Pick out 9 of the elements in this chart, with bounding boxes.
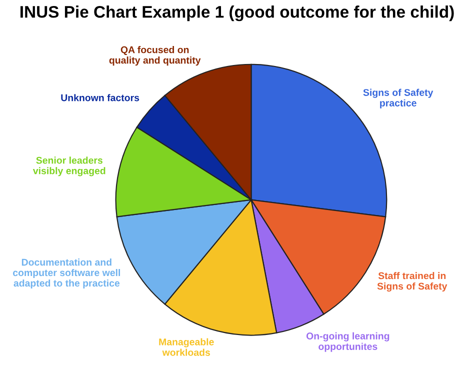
- chart-title: INUS Pie Chart Example 1 (good outcome for the child): [20, 6, 454, 22]
- slice-label: QA focused on quality and quantity: [109, 46, 201, 66]
- slice-label: Senior leaders visibly engaged: [32, 156, 106, 176]
- slice-label: Unknown factors: [61, 94, 140, 102]
- slice-label: On-going learning opportunites: [306, 332, 390, 352]
- slice-label: Documentation and computer software well adapted to the practice: [13, 258, 120, 289]
- slice-label: Signs of Safety practice: [363, 88, 434, 108]
- slice-label: Manageable workloads: [159, 338, 214, 356]
- slice-label: Staff trained in Signs of Safety: [377, 272, 448, 292]
